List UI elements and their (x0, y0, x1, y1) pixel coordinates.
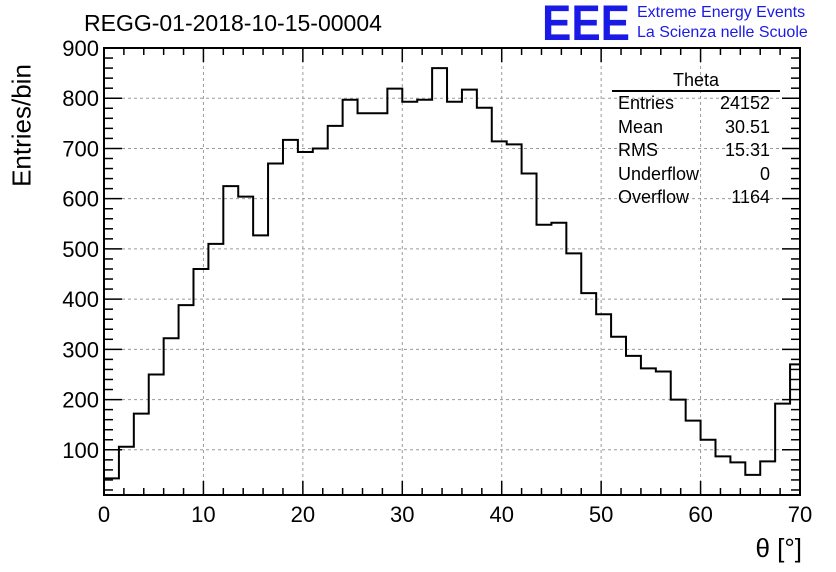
y-tick-label: 500 (62, 237, 99, 262)
histogram-bin (715, 456, 730, 495)
x-tick-label: 0 (98, 502, 110, 527)
histogram-bin (164, 338, 179, 495)
x-tick-label: 60 (688, 502, 712, 527)
histogram-bin (208, 244, 223, 495)
histogram-bin (462, 90, 477, 495)
axis-ticks (103, 47, 801, 495)
histogram-bin (686, 421, 701, 495)
eee-logo: EEE (542, 2, 630, 46)
plot-frame (103, 47, 801, 496)
histogram-bin (402, 102, 417, 495)
y-tick-label: 900 (62, 36, 99, 61)
stats-label: Mean (618, 116, 664, 137)
stats-rows: Entries 24152 Mean 30.51 RMS 15.31 Underflow 0 O… (608, 92, 780, 210)
stats-label: Entries (618, 93, 675, 113)
histogram-bin (730, 462, 745, 495)
histogram-bin (596, 314, 611, 495)
y-tick-label: 100 (62, 438, 99, 463)
histogram-bin (492, 141, 507, 495)
stats-value: 30.51 (724, 116, 770, 137)
histogram-bin (358, 113, 373, 495)
x-tick-label: 10 (191, 502, 215, 527)
y-axis-label: Entries/bin (6, 64, 37, 187)
stats-value: 15.31 (724, 140, 770, 160)
histogram-series (104, 67, 800, 495)
stats-row: Mean 30.51 (608, 116, 780, 140)
stats-value: 1164 (731, 187, 770, 207)
stats-label: Underflow (618, 163, 700, 184)
eee-logo-text: EEE (542, 2, 630, 46)
stats-row: Overflow 1164 (608, 186, 780, 210)
histogram-bin (223, 186, 238, 495)
x-tick-label: 20 (291, 502, 315, 527)
stats-row: Entries 24152 (608, 92, 780, 116)
stats-label: Overflow (618, 187, 690, 207)
histogram-bin (507, 144, 522, 495)
histogram-bin (477, 108, 492, 495)
histogram-bin (581, 293, 596, 495)
logo-line-1: Extreme Energy Events (637, 4, 806, 21)
histogram-bin (656, 371, 671, 495)
chart-title: REGG-01-2018-10-15-00004 (84, 10, 382, 36)
y-tick-label: 600 (62, 187, 99, 212)
histogram-bin (343, 100, 358, 495)
x-tick-label: 70 (788, 502, 812, 527)
x-tick-label: 30 (390, 502, 414, 527)
histogram-bin (268, 164, 283, 495)
x-axis-label: θ [°] (755, 533, 802, 563)
stats-label: RMS (618, 140, 658, 160)
histogram-bin (119, 447, 134, 495)
x-tick-label: 50 (589, 502, 613, 527)
histogram-bin (149, 374, 164, 495)
axes-frame (103, 47, 801, 496)
histogram-bin (537, 225, 552, 495)
histogram-bin (701, 440, 716, 495)
histogram-bin (387, 89, 402, 495)
histogram-bin (417, 100, 432, 495)
histogram-bin (313, 148, 328, 495)
histogram-bin (179, 305, 194, 495)
stats-value: 0 (759, 163, 770, 184)
stats-box: Theta Entries 24152 Mean 30.51 RMS 15.31 Under… (608, 70, 780, 210)
histogram-bin (566, 253, 581, 495)
tick-labels: 0 10 20 30 40 50 60 70 100 200 300 400 500 600 700 800 9… (62, 36, 812, 527)
histogram-bin (134, 414, 149, 495)
logo-line-2: La Scienza nelle Scuole (637, 24, 808, 41)
y-tick-label: 400 (62, 287, 99, 312)
histogram-bin (432, 68, 447, 495)
histogram-bin (328, 126, 343, 495)
histogram-bin (626, 356, 641, 495)
stats-row: Underflow 0 (608, 163, 780, 187)
histogram-bin (551, 223, 566, 495)
histogram-bin (745, 475, 760, 495)
histogram-bin (298, 152, 313, 495)
histogram-bin (671, 400, 686, 495)
histogram-bin (372, 113, 387, 495)
histogram-bin (611, 337, 626, 495)
stats-row: RMS 15.31 (608, 139, 780, 163)
histogram-bin (447, 102, 462, 495)
y-tick-label: 800 (62, 86, 99, 111)
histogram-bin (283, 140, 298, 495)
histogram-bin (193, 269, 208, 495)
stats-value: 24152 (719, 93, 770, 113)
grid-lines (104, 48, 800, 495)
histogram-outline (104, 67, 800, 480)
x-tick-label: 40 (489, 502, 513, 527)
histogram-bin (641, 368, 656, 495)
histogram-bin (253, 235, 268, 495)
stats-title: Theta (612, 70, 780, 92)
histogram-bin (522, 174, 537, 495)
histogram-bin (104, 478, 119, 495)
histogram-bin (760, 461, 775, 495)
y-tick-label: 700 (62, 136, 99, 161)
histogram-bin (238, 197, 253, 495)
y-tick-label: 300 (62, 337, 99, 362)
y-tick-label: 200 (62, 388, 99, 413)
